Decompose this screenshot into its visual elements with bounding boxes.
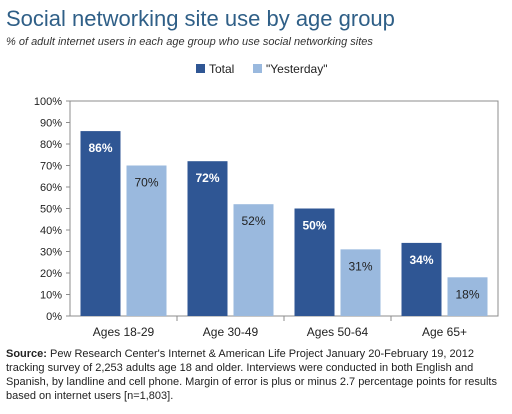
chart-subtitle: % of adult internet users in each age gr…	[6, 36, 373, 48]
x-tick-label: Age 30-49	[203, 325, 259, 339]
y-tick-label: 100%	[34, 96, 62, 108]
legend-label: Total	[209, 62, 234, 76]
bar-chart: 0% 10% 20% 30% 40% 50% 60% 70% 80% 90% 100% Ages 18…	[34, 62, 499, 339]
y-tick-label: 10%	[40, 290, 62, 302]
source-note: Source: Pew Research Center's Internet &…	[6, 347, 506, 403]
chart-area: 0% 10% 20% 30% 40% 50% 60% 70% 80% 90% 100% Ages 18…	[0, 58, 512, 348]
data-label: 52%	[241, 214, 265, 228]
data-label: 70%	[134, 176, 158, 190]
data-label: 86%	[88, 141, 112, 155]
data-label: 50%	[302, 219, 326, 233]
bar-yesterday	[447, 277, 488, 316]
y-tick-label: 0%	[46, 311, 62, 323]
data-label: 34%	[409, 253, 433, 267]
data-label: 18%	[455, 287, 479, 301]
legend-label: "Yesterday"	[266, 62, 327, 76]
bar-yesterday	[233, 204, 274, 316]
y-tick-label: 70%	[40, 161, 62, 173]
y-tick-label: 40%	[40, 225, 62, 237]
y-tick-label: 90%	[40, 118, 62, 130]
bar-total	[80, 131, 121, 316]
y-tick-label: 80%	[40, 139, 62, 151]
bar-total	[401, 242, 442, 316]
x-tick-label: Ages 50-64	[307, 325, 369, 339]
data-label: 31%	[348, 259, 372, 273]
x-tick-label: Age 65+	[422, 325, 467, 339]
y-tick-label: 60%	[40, 182, 62, 194]
source-label: Source:	[6, 348, 47, 360]
bar-total	[187, 161, 228, 316]
bar-total	[294, 208, 335, 316]
x-tick-label: Ages 18-29	[93, 325, 155, 339]
bar-yesterday	[340, 249, 381, 316]
y-tick-label: 20%	[40, 268, 62, 280]
source-text: Pew Research Center's Internet & America…	[6, 348, 497, 402]
data-label: 72%	[195, 171, 219, 185]
chart-title: Social networking site use by age group	[6, 6, 395, 31]
legend-swatch	[196, 64, 205, 73]
bar-yesterday	[126, 165, 167, 316]
y-tick-label: 50%	[40, 204, 62, 216]
y-tick-label: 30%	[40, 247, 62, 259]
legend-swatch	[253, 64, 262, 73]
